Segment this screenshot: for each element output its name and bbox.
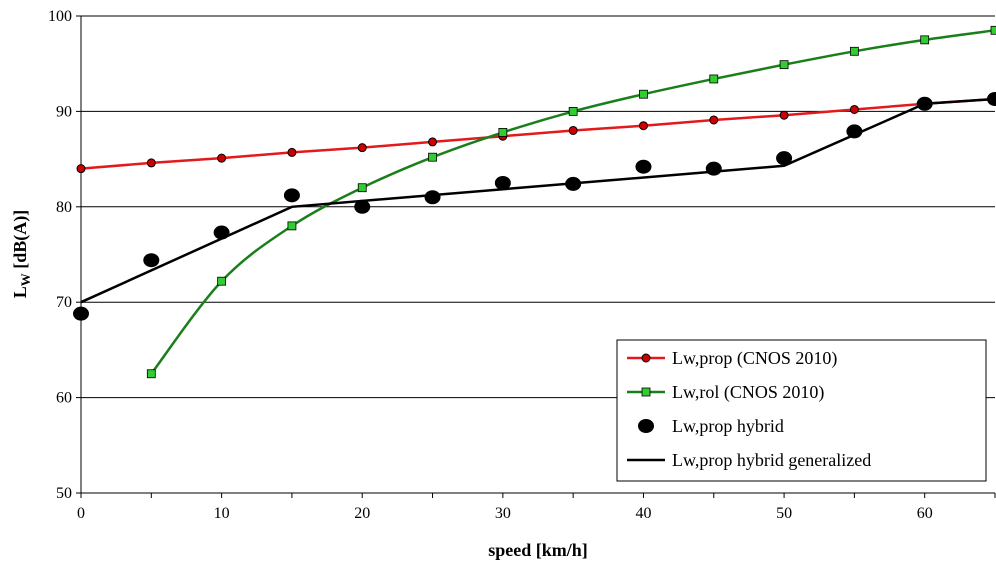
- series-line-lw-prop-cnos-2010: [80, 97, 996, 170]
- x-tick-label: 50: [776, 505, 792, 522]
- y-axis-title: LW [dB(A)]: [10, 210, 33, 299]
- data-point-lw-prop-hybrid-15: [283, 188, 300, 203]
- x-tick-label: 10: [214, 505, 230, 522]
- data-point-lw-rol-cnos-2010-15: [287, 221, 297, 231]
- legend-box: [616, 339, 987, 482]
- data-point-lw-rol-cnos-2010-35: [568, 107, 578, 116]
- data-point-lw-prop-cnos-2010-20: [357, 143, 367, 153]
- y-axis-title-main: L: [10, 286, 30, 298]
- data-point-lw-prop-cnos-2010-35: [568, 125, 578, 135]
- data-point-lw-rol-cnos-2010-10: [217, 276, 227, 286]
- data-point-lw-prop-hybrid-5: [143, 253, 160, 268]
- data-point-lw-rol-cnos-2010-45: [709, 74, 719, 84]
- y-tick-label: 70: [56, 294, 72, 311]
- legend-item-lw-prop-hybrid-generalized: Lw,prop hybrid generalized: [627, 450, 871, 470]
- x-tick-label: 0: [77, 505, 85, 522]
- legend: Lw,prop (CNOS 2010) Lw,rol (CNOS 2010) Lw,…: [616, 339, 987, 482]
- data-point-lw-rol-cnos-2010-60: [920, 35, 930, 45]
- y-tick-label: 50: [56, 485, 72, 502]
- data-point-lw-prop-hybrid-40: [635, 159, 652, 174]
- y-tick-label: 100: [48, 8, 72, 25]
- data-point-lw-prop-hybrid-0: [73, 306, 89, 321]
- axes: [76, 15, 996, 498]
- data-point-lw-prop-cnos-2010-55: [849, 104, 859, 114]
- data-point-lw-rol-cnos-2010-5: [146, 369, 156, 379]
- data-point-lw-rol-cnos-2010-55: [849, 46, 859, 56]
- legend-item-lw-prop-hybrid: Lw,prop hybrid: [638, 416, 784, 436]
- legend-label: Lw,prop (CNOS 2010): [672, 348, 837, 369]
- series-layer: [73, 25, 996, 379]
- data-point-lw-prop-cnos-2010-15: [287, 147, 297, 157]
- x-tick-labels: 0 10 20 30 40 50 60: [77, 505, 933, 522]
- series-lw-prop-hybrid: [73, 92, 996, 321]
- legend-swatch-marker: [641, 353, 651, 363]
- data-point-lw-prop-cnos-2010-40: [638, 121, 648, 131]
- series-lw-rol-cnos-2010: [146, 25, 996, 379]
- data-point-lw-rol-cnos-2010-25: [428, 152, 437, 162]
- y-tick-label: 80: [56, 199, 72, 216]
- series-lw-prop-hybrid-generalized: [80, 97, 996, 304]
- x-axis-title: speed [km/h]: [488, 540, 588, 560]
- y-axis-title-unit: [dB(A)]: [10, 210, 31, 274]
- legend-item-lw-prop-cnos-2010: Lw,prop (CNOS 2010): [627, 348, 837, 369]
- x-tick-label: 20: [354, 505, 370, 522]
- y-tick-label: 60: [56, 390, 72, 407]
- data-point-lw-prop-hybrid-45: [705, 161, 722, 176]
- data-point-lw-prop-cnos-2010-25: [428, 137, 438, 147]
- data-point-lw-rol-cnos-2010-30: [498, 127, 508, 137]
- data-point-lw-rol-cnos-2010-40: [639, 89, 648, 99]
- data-point-lw-prop-hybrid-55: [846, 124, 863, 139]
- data-point-lw-rol-cnos-2010-20: [357, 183, 367, 193]
- legend-swatch-marker: [641, 387, 651, 397]
- data-point-lw-prop-hybrid-20: [354, 199, 371, 214]
- data-point-lw-prop-cnos-2010-45: [709, 115, 719, 125]
- data-point-lw-prop-hybrid-30: [494, 175, 511, 190]
- x-tick-label: 30: [495, 505, 511, 522]
- x-tick-label: 40: [635, 505, 651, 522]
- y-axis-title-sub: W: [18, 273, 33, 286]
- legend-item-lw-rol-cnos-2010: Lw,rol (CNOS 2010): [627, 382, 824, 403]
- data-point-lw-prop-hybrid-50: [776, 151, 793, 166]
- series-line-lw-prop-hybrid-generalized: [80, 97, 996, 304]
- legend-label: Lw,prop hybrid generalized: [672, 450, 871, 470]
- y-tick-labels: 50 60 70 80 90 100: [48, 8, 72, 502]
- y-tick-label: 90: [56, 103, 72, 120]
- data-point-lw-prop-cnos-2010-10: [217, 153, 227, 163]
- data-point-lw-prop-cnos-2010-50: [779, 110, 789, 120]
- data-point-lw-rol-cnos-2010-50: [779, 60, 789, 70]
- x-tick-label: 60: [917, 505, 933, 522]
- data-point-lw-prop-cnos-2010-5: [146, 158, 156, 168]
- data-point-lw-prop-cnos-2010-0: [76, 164, 86, 174]
- legend-swatch-marker: [638, 419, 654, 433]
- data-point-lw-rol-cnos-2010-65: [990, 25, 996, 35]
- data-point-lw-prop-hybrid-25: [424, 190, 441, 205]
- legend-label: Lw,prop hybrid: [672, 416, 784, 436]
- legend-label: Lw,rol (CNOS 2010): [672, 382, 824, 403]
